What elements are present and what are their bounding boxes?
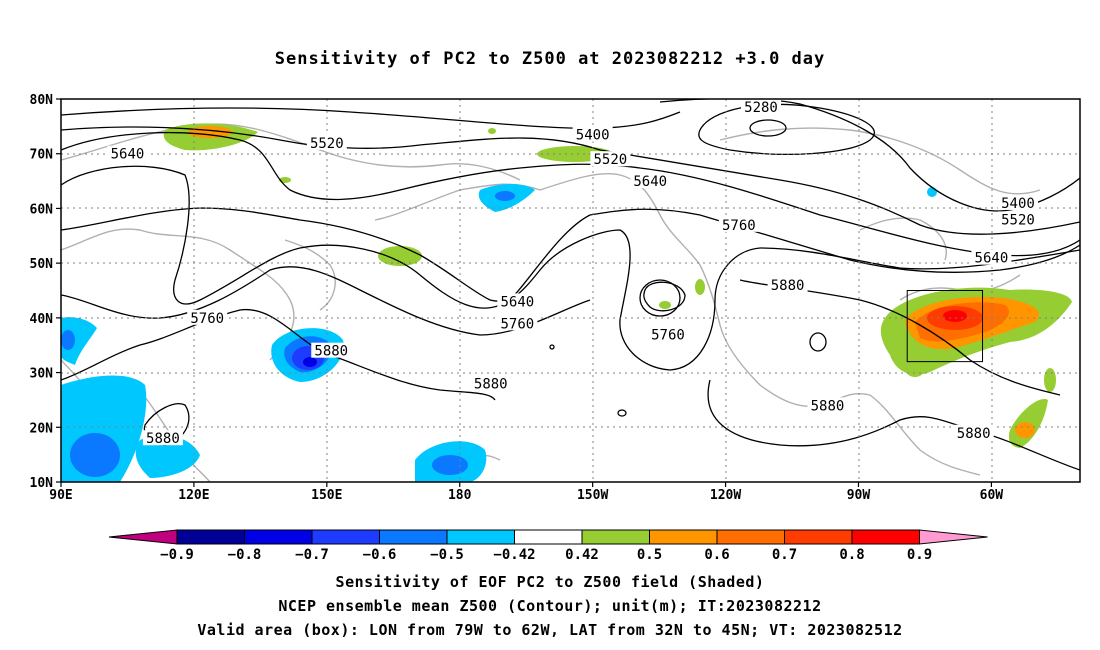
- colorbar-segment: [581, 529, 650, 545]
- contour-label: 5880: [771, 278, 805, 294]
- contour-label-bg: [572, 126, 613, 142]
- colorbar-left-extend: [108, 529, 178, 545]
- colorbar-segment: [716, 529, 785, 545]
- caption-line-3: Valid area (box): LON from 79W to 62W, L…: [197, 621, 903, 639]
- contour-label: 5520: [310, 136, 344, 152]
- contour-label: 5880: [474, 377, 508, 393]
- contour-label: 5760: [500, 316, 534, 332]
- colorbar-segment: [311, 529, 380, 545]
- lat-label: 50N: [30, 257, 54, 272]
- contour-label-bg: [807, 397, 848, 413]
- contour-label-bg: [741, 99, 782, 115]
- contour-label-bg: [953, 424, 994, 440]
- colorbar-label: 0.42: [565, 547, 599, 563]
- colorbar: −0.9 −0.8 −0.7 −0.6 −0.5 −0.42 0.42 0.5 0.6 0.7 0.…: [108, 529, 988, 563]
- contour-label: 5880: [811, 398, 845, 414]
- lon-label: 90E: [49, 488, 72, 503]
- contour-label-bg: [142, 430, 183, 446]
- longitude-labels: 90E 120E 150E 180 150W 120W 90W 60W: [49, 482, 1003, 503]
- contour-label: 5880: [957, 426, 991, 442]
- colorbar-label: −0.7: [295, 547, 329, 563]
- contour-label: 5520: [1001, 212, 1035, 228]
- contour-label-bg: [590, 151, 631, 167]
- lat-label: 20N: [30, 421, 54, 436]
- colorbar-right-extend: [919, 529, 988, 545]
- contour-label: 5880: [146, 431, 180, 447]
- colorbar-label: 0.5: [637, 547, 662, 563]
- lat-label: 70N: [30, 148, 54, 163]
- lon-label: 90W: [847, 488, 871, 503]
- colorbar-segment: [851, 529, 920, 545]
- lon-label: 180: [448, 488, 472, 503]
- plot-title: Sensitivity of PC2 to Z500 at 2023082212…: [274, 49, 826, 69]
- contour-label: 5880: [314, 344, 348, 360]
- lon-label: 120E: [178, 488, 209, 503]
- contour-label-bg: [107, 145, 148, 161]
- caption-line-2: NCEP ensemble mean Z500 (Contour); unit(…: [278, 597, 822, 615]
- contour-label-bg: [767, 277, 808, 293]
- contour-label-bg: [630, 173, 671, 189]
- colorbar-segment: [446, 529, 515, 545]
- colorbar-label: 0.8: [839, 547, 864, 563]
- lon-label: 150E: [311, 488, 342, 503]
- colorbar-label: −0.42: [493, 547, 535, 563]
- lat-label: 60N: [30, 202, 54, 217]
- contour-label: 5280: [744, 100, 778, 116]
- colorbar-label: −0.8: [228, 547, 262, 563]
- colorbar-label: −0.6: [363, 547, 397, 563]
- colorbar-label: 0.9: [907, 547, 932, 563]
- contour-label-bg: [971, 249, 1012, 265]
- valid-area-box: [906, 290, 984, 363]
- contour-label-bg: [718, 216, 759, 232]
- contour-label: 5640: [633, 174, 667, 190]
- caption-line-1: Sensitivity of EOF PC2 to Z500 field (Sh…: [335, 573, 765, 591]
- contour-label: 5640: [111, 147, 145, 163]
- contour-label-bg: [497, 293, 538, 309]
- contour-label: 5400: [1001, 196, 1035, 212]
- colorbar-label: −0.9: [160, 547, 194, 563]
- contour-label: 5520: [594, 152, 628, 168]
- colorbar-label: −0.5: [430, 547, 464, 563]
- contour-label: 5640: [975, 251, 1009, 267]
- colorbar-segment: [784, 529, 853, 545]
- contour-label-bg: [306, 134, 347, 150]
- colorbar-segment: [514, 529, 583, 545]
- lat-label: 10N: [30, 476, 54, 491]
- contour-label-bg: [997, 211, 1038, 227]
- lon-label: 120W: [710, 488, 741, 503]
- colorbar-segment: [176, 529, 245, 545]
- lat-label: 30N: [30, 367, 54, 382]
- map-frame: [60, 98, 1081, 483]
- latitude-labels: 80N 70N 60N 50N 40N 30N 20N 10N: [30, 93, 61, 491]
- contour-label: 5640: [500, 294, 534, 310]
- lat-label: 80N: [30, 93, 54, 108]
- contour-label-bg: [311, 342, 352, 358]
- contour-label: 5760: [722, 218, 756, 234]
- colorbar-segment: [649, 529, 718, 545]
- contour-label: 5760: [190, 311, 224, 327]
- colorbar-label: 0.7: [772, 547, 797, 563]
- contour-labels: 5280540054005520552055205640564056405640…: [107, 99, 1038, 447]
- contour-label-bg: [470, 375, 511, 391]
- colorbar-segment: [379, 529, 448, 545]
- contour-label-bg: [187, 309, 228, 325]
- lon-label: 60W: [980, 488, 1004, 503]
- colorbar-segment: [244, 529, 313, 545]
- contour-label-bg: [647, 326, 688, 342]
- colorbar-label: 0.6: [704, 547, 729, 563]
- contour-label: 5760: [651, 327, 685, 343]
- contour-label-bg: [997, 194, 1038, 210]
- contour-label: 5400: [576, 128, 610, 144]
- contour-label-bg: [497, 315, 538, 331]
- lat-label: 40N: [30, 312, 54, 327]
- graticule: [61, 99, 1080, 482]
- lon-label: 150W: [577, 488, 608, 503]
